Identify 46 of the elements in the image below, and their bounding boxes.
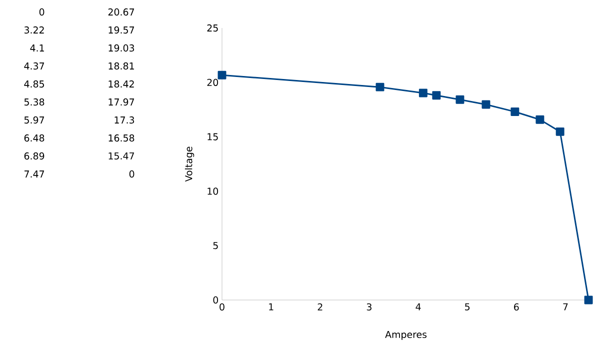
x-tick-label: 6 — [514, 303, 519, 311]
y-tick-label: 20 — [207, 78, 218, 86]
y-tick-label: 25 — [207, 24, 218, 32]
x-tick-label: 7 — [563, 303, 568, 310]
x-axis-title: Amperes — [385, 331, 427, 340]
text: 6.48 — [24, 134, 44, 142]
text: 18.42 — [108, 80, 134, 88]
text: 0 — [39, 8, 44, 16]
y-axis-title: Voltage — [184, 146, 194, 182]
text: 5.38 — [24, 98, 44, 106]
x-tick-label: 3 — [366, 303, 372, 311]
point — [584, 296, 593, 304]
x-tick-label: 1 — [269, 303, 274, 310]
text: 19.57 — [108, 26, 134, 34]
text: 17.97 — [108, 98, 134, 106]
text: 4.85 — [24, 80, 44, 88]
point — [510, 108, 520, 116]
point — [218, 70, 226, 80]
text: 3.22 — [24, 26, 44, 34]
text: 16.58 — [108, 134, 134, 142]
point — [536, 115, 544, 124]
point — [456, 95, 464, 104]
point — [418, 88, 428, 98]
text: 15.47 — [108, 152, 134, 160]
text: 7.47 — [24, 170, 44, 178]
y-tick-label: 5 — [213, 242, 218, 250]
text: 0 — [129, 170, 134, 178]
text: 4.37 — [24, 62, 44, 70]
x-tick-label: 4 — [416, 303, 421, 310]
text: 5.97 — [24, 116, 44, 124]
y-tick-label: 10 — [208, 188, 218, 195]
text: 19.03 — [108, 44, 134, 52]
point — [482, 100, 490, 109]
x-tick-label: 5 — [465, 303, 470, 310]
text: 18.81 — [108, 62, 134, 70]
text: 6.89 — [24, 152, 44, 160]
text: 4.1 — [30, 44, 44, 52]
y-tick-label: 15 — [208, 133, 218, 140]
point — [556, 127, 564, 136]
text: 20.67 — [108, 8, 134, 16]
x-tick-label: 2 — [318, 303, 322, 310]
point — [376, 82, 384, 92]
x-tick-label: 0 — [220, 303, 224, 311]
text: 17.3 — [114, 116, 134, 124]
point — [432, 91, 441, 100]
y-tick-label: 0 — [213, 296, 218, 304]
